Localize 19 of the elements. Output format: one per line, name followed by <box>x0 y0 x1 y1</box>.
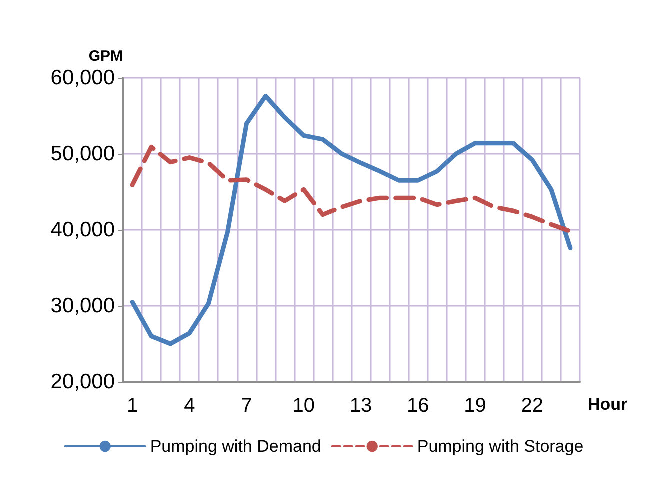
x-tick-label: 16 <box>407 395 430 417</box>
x-tick-label: 10 <box>292 395 316 417</box>
line-series <box>130 94 573 346</box>
x-tick-label: 4 <box>184 395 196 417</box>
legend-label: Pumping with Storage <box>417 437 584 456</box>
y-tick-label: 40,000 <box>50 218 115 242</box>
y-tick-label: 20,000 <box>50 370 115 394</box>
line-series <box>130 144 573 234</box>
y-tick-label: 30,000 <box>50 294 115 318</box>
legend-label: Pumping with Demand <box>150 437 322 456</box>
y-axis-title: GPM <box>88 48 123 65</box>
x-tick-label: 7 <box>241 395 252 417</box>
y-tick-label: 50,000 <box>50 142 115 166</box>
x-tick-label: 13 <box>350 395 372 417</box>
y-tick-label: 60,000 <box>50 66 115 90</box>
x-tick-label: 19 <box>464 395 486 417</box>
x-tick-label: 1 <box>126 395 138 417</box>
x-tick-label: 22 <box>521 395 544 417</box>
x-axis-title: Hour <box>588 395 628 414</box>
